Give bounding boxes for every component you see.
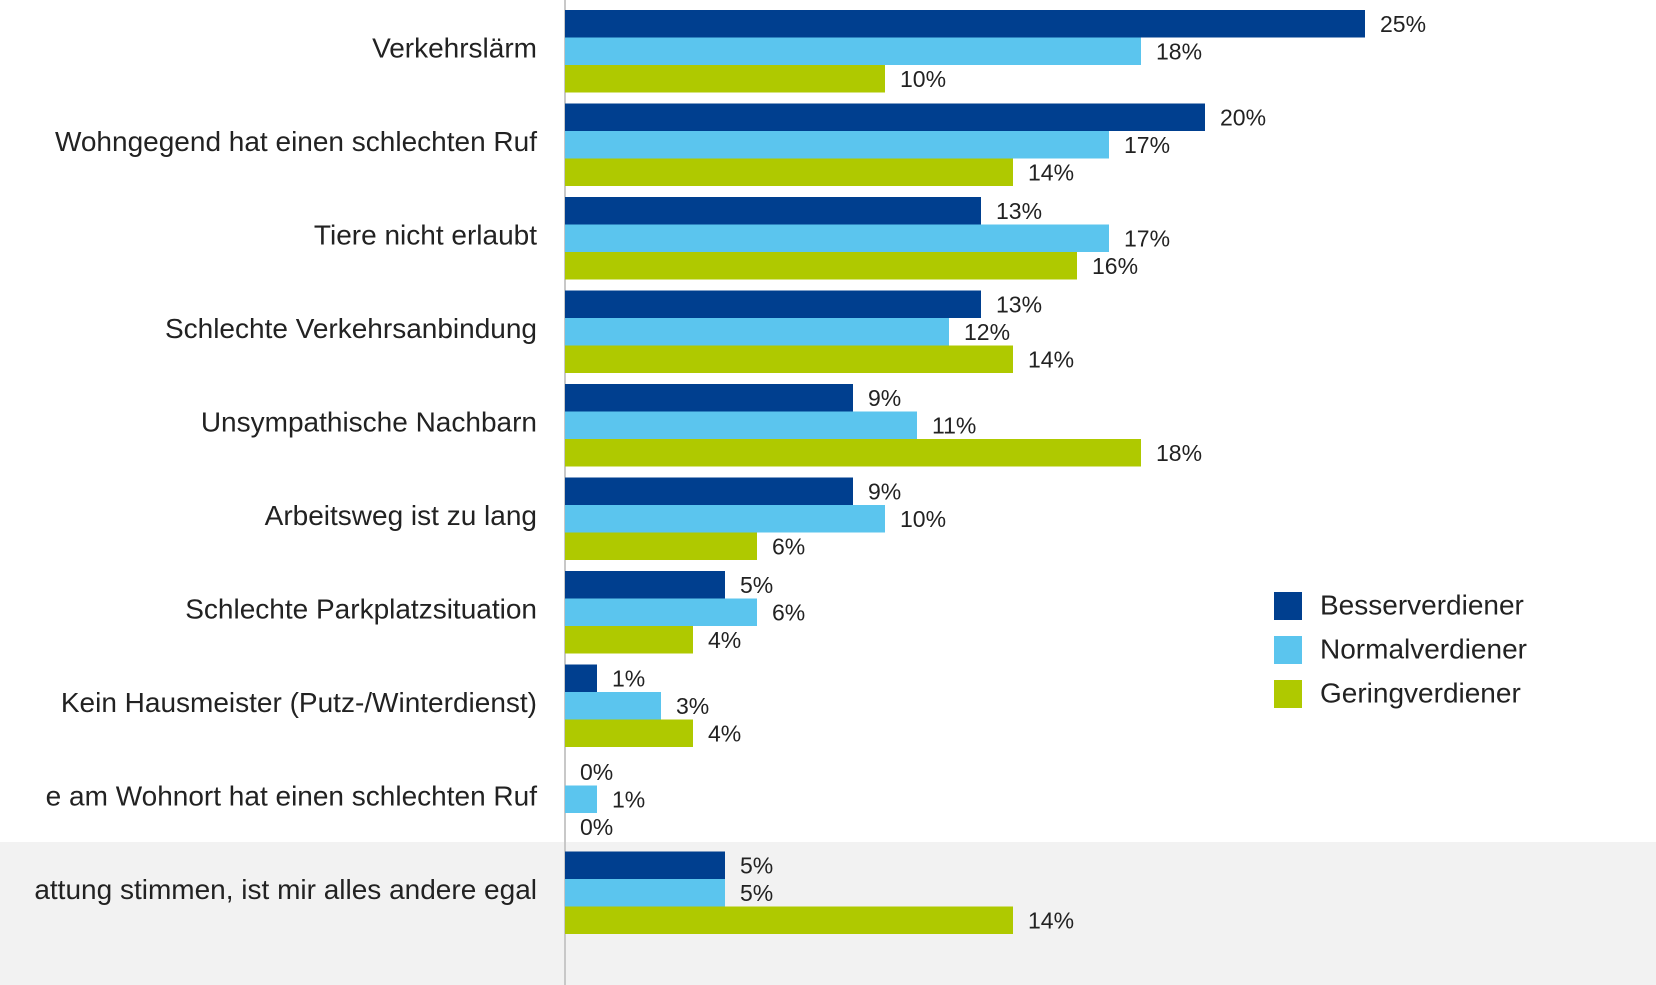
bar — [565, 37, 1141, 65]
value-label: 1% — [612, 786, 645, 812]
value-label: 1% — [612, 665, 645, 691]
legend-swatch — [1274, 680, 1302, 708]
category-label: Unsympathische Nachbarn — [201, 406, 537, 437]
bar — [565, 851, 725, 879]
bar — [565, 906, 1013, 934]
bar — [565, 411, 917, 439]
value-label: 0% — [580, 759, 613, 785]
value-label: 12% — [964, 319, 1010, 345]
value-label: 17% — [1124, 225, 1170, 251]
bar — [565, 197, 981, 225]
value-label: 9% — [868, 478, 901, 504]
category-label: Schlechte Parkplatzsituation — [185, 593, 537, 624]
legend-swatch — [1274, 592, 1302, 620]
bar — [565, 692, 661, 720]
bar — [565, 477, 853, 505]
value-label: 14% — [1028, 346, 1074, 372]
legend-label: Geringverdiener — [1320, 677, 1521, 708]
bar — [565, 879, 725, 907]
bar — [565, 664, 597, 692]
value-label: 9% — [868, 385, 901, 411]
bar — [565, 571, 725, 599]
bar — [565, 598, 757, 626]
value-label: 10% — [900, 66, 946, 92]
value-label: 6% — [772, 533, 805, 559]
bar — [565, 318, 949, 346]
value-label: 16% — [1092, 253, 1138, 279]
bar — [565, 131, 1109, 159]
value-label: 13% — [996, 291, 1042, 317]
bar — [565, 224, 1109, 252]
legend-swatch — [1274, 636, 1302, 664]
value-label: 5% — [740, 852, 773, 878]
bar — [565, 505, 885, 533]
legend-label: Besserverdiener — [1320, 589, 1524, 620]
value-label: 0% — [580, 814, 613, 840]
category-label: e am Wohnort hat einen schlechten Ruf — [46, 780, 538, 811]
category-label: Tiere nicht erlaubt — [314, 219, 537, 250]
category-label: Kein Hausmeister (Putz-/Winterdienst) — [61, 687, 537, 718]
category-label: Wohngegend hat einen schlechten Ruf — [55, 126, 537, 157]
bar — [565, 252, 1077, 280]
bar — [565, 65, 885, 93]
bar — [565, 158, 1013, 186]
value-label: 4% — [708, 627, 741, 653]
bar — [565, 10, 1365, 38]
value-label: 11% — [932, 412, 976, 438]
bar — [565, 290, 981, 318]
bar — [565, 532, 757, 560]
category-label: attung stimmen, ist mir alles andere ega… — [34, 874, 537, 905]
value-label: 6% — [772, 599, 805, 625]
value-label: 3% — [676, 693, 709, 719]
category-label: Schlechte Verkehrsanbindung — [165, 313, 537, 344]
value-label: 25% — [1380, 11, 1426, 37]
value-label: 10% — [900, 506, 946, 532]
legend-label: Normalverdiener — [1320, 633, 1527, 664]
value-label: 18% — [1156, 440, 1202, 466]
bar — [565, 439, 1141, 467]
bar — [565, 345, 1013, 373]
bar — [565, 384, 853, 412]
bar — [565, 626, 693, 654]
category-label: Verkehrslärm — [372, 32, 537, 63]
value-label: 20% — [1220, 104, 1266, 130]
value-label: 4% — [708, 720, 741, 746]
value-label: 14% — [1028, 159, 1074, 185]
bar — [565, 719, 693, 747]
bar — [565, 103, 1205, 131]
value-label: 18% — [1156, 38, 1202, 64]
value-label: 5% — [740, 880, 773, 906]
value-label: 14% — [1028, 907, 1074, 933]
value-label: 17% — [1124, 132, 1170, 158]
category-label: Arbeitsweg ist zu lang — [265, 500, 537, 531]
value-label: 13% — [996, 198, 1042, 224]
bar — [565, 785, 597, 813]
value-label: 5% — [740, 572, 773, 598]
